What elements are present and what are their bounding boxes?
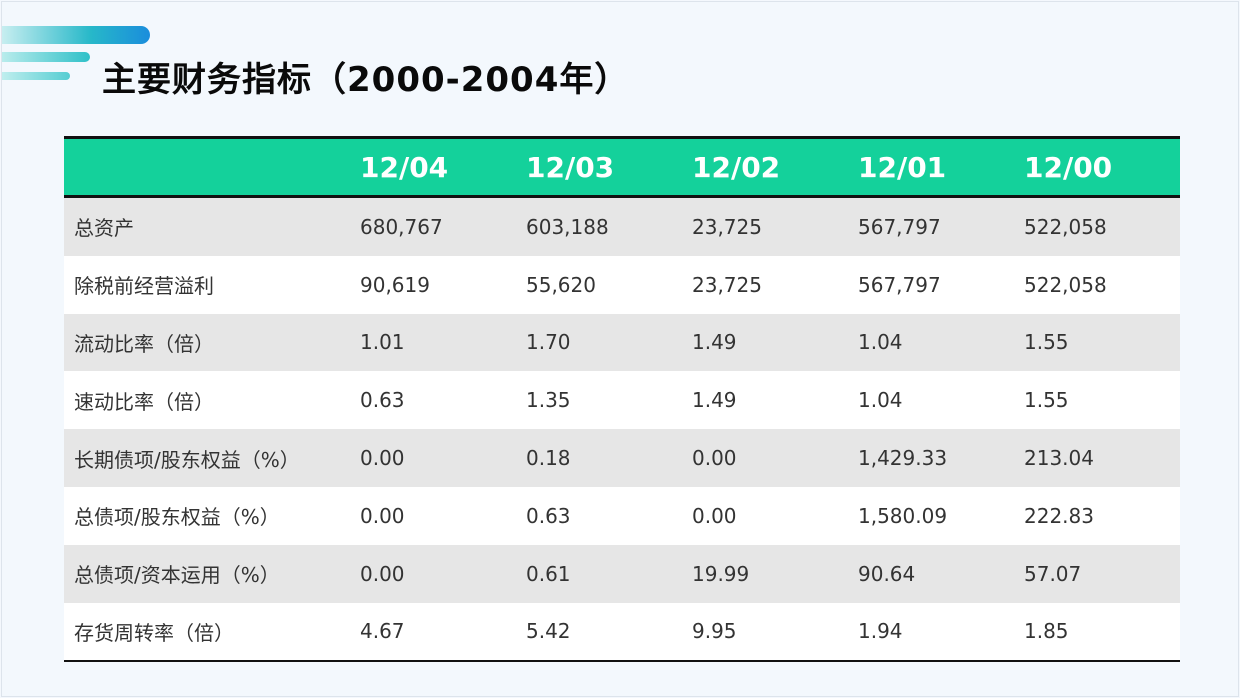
- table-row: 总资产 680,767 603,188 23,725 567,797 522,058: [64, 196, 1180, 256]
- column-header-period: 12/01: [848, 136, 1014, 198]
- row-label-cell: 总债项/股东权益（%）: [74, 505, 280, 530]
- financial-indicators-table: 12/04 12/03 12/02 12/01 12/00 总资产 680,767 603,…: [64, 136, 1180, 663]
- table-row: 长期债项/股东权益（%） 0.00 0.18 0.00 1,429.33 213.04: [64, 429, 1180, 487]
- value-cell: 1.49: [692, 330, 737, 355]
- value-cell: 0.18: [526, 446, 571, 471]
- value-cell: 19.99: [692, 561, 750, 586]
- value-cell: 4.67: [350, 602, 516, 663]
- column-header-period: 12/04: [350, 136, 516, 198]
- value-cell: 1.55: [1024, 388, 1069, 413]
- table-body: 总资产 680,767 603,188 23,725 567,797 522,058 除税前…: [64, 196, 1180, 663]
- row-label-cell: 除税前经营溢利: [74, 274, 214, 299]
- value-cell: 213.04: [1024, 446, 1094, 471]
- value-cell: 0.63: [360, 388, 405, 413]
- value-cell: 55,620: [526, 272, 596, 297]
- row-label-cell: 存货周转率（倍）: [64, 602, 350, 663]
- value-cell: 1,429.33: [858, 446, 948, 471]
- value-cell: 222.83: [1024, 503, 1094, 528]
- value-cell: 5.42: [516, 602, 682, 663]
- table-row: 总债项/股东权益（%） 0.00 0.63 0.00 1,580.09 222.83: [64, 486, 1180, 545]
- value-cell: 9.95: [682, 602, 848, 663]
- value-cell: 1.94: [848, 602, 1014, 663]
- table-row: 总债项/资本运用（%） 0.00 0.61 19.99 90.64 57.07: [64, 544, 1180, 603]
- value-cell: 1.85: [1014, 602, 1180, 663]
- value-cell: 1.04: [858, 388, 903, 413]
- row-label-cell: 长期债项/股东权益（%）: [74, 447, 300, 472]
- value-cell: 0.61: [526, 561, 571, 586]
- value-cell: 1.49: [692, 388, 737, 413]
- value-cell: 57.07: [1024, 561, 1082, 586]
- column-header-period: 12/03: [516, 136, 682, 198]
- value-cell: 0.63: [526, 503, 571, 528]
- value-cell: 522,058: [1024, 214, 1107, 239]
- value-cell: 0.00: [360, 446, 405, 471]
- value-cell: 0.00: [360, 561, 405, 586]
- value-cell: 1.01: [360, 330, 405, 355]
- table-row: 存货周转率（倍） 4.67 5.42 9.95 1.94 1.85: [64, 602, 1180, 663]
- value-cell: 603,188: [526, 214, 609, 239]
- value-cell: 23,725: [692, 214, 762, 239]
- decorative-bar-middle: [2, 52, 90, 62]
- value-cell: 1.35: [526, 388, 571, 413]
- value-cell: 522,058: [1024, 272, 1107, 297]
- row-label-cell: 速动比率（倍）: [74, 389, 214, 414]
- value-cell: 0.00: [360, 503, 405, 528]
- row-label-cell: 总债项/资本运用（%）: [74, 563, 280, 588]
- column-header-label: [64, 136, 350, 198]
- page-title: 主要财务指标（2000-2004年）: [102, 60, 630, 100]
- value-cell: 90,619: [360, 272, 430, 297]
- row-label-cell: 流动比率（倍）: [74, 331, 214, 356]
- value-cell: 0.00: [692, 446, 737, 471]
- value-cell: 680,767: [360, 214, 443, 239]
- table-header-row: 12/04 12/03 12/02 12/01 12/00: [64, 136, 1180, 198]
- value-cell: 23,725: [692, 272, 762, 297]
- value-cell: 90.64: [858, 561, 916, 586]
- value-cell: 1.55: [1024, 330, 1069, 355]
- decorative-bar-bottom: [2, 72, 70, 80]
- value-cell: 567,797: [858, 214, 941, 239]
- column-header-period: 12/00: [1014, 136, 1180, 198]
- value-cell: 567,797: [858, 272, 941, 297]
- table-row: 流动比率（倍） 1.01 1.70 1.49 1.04 1.55: [64, 313, 1180, 372]
- column-header-period: 12/02: [682, 136, 848, 198]
- value-cell: 1.04: [858, 330, 903, 355]
- value-cell: 1.70: [526, 330, 571, 355]
- value-cell: 1,580.09: [858, 503, 948, 528]
- row-label-cell: 总资产: [74, 216, 134, 241]
- table-row: 速动比率（倍） 0.63 1.35 1.49 1.04 1.55: [64, 371, 1180, 430]
- value-cell: 0.00: [692, 503, 737, 528]
- table-row: 除税前经营溢利 90,619 55,620 23,725 567,797 522,058: [64, 255, 1180, 314]
- decorative-bar-top: [2, 26, 150, 44]
